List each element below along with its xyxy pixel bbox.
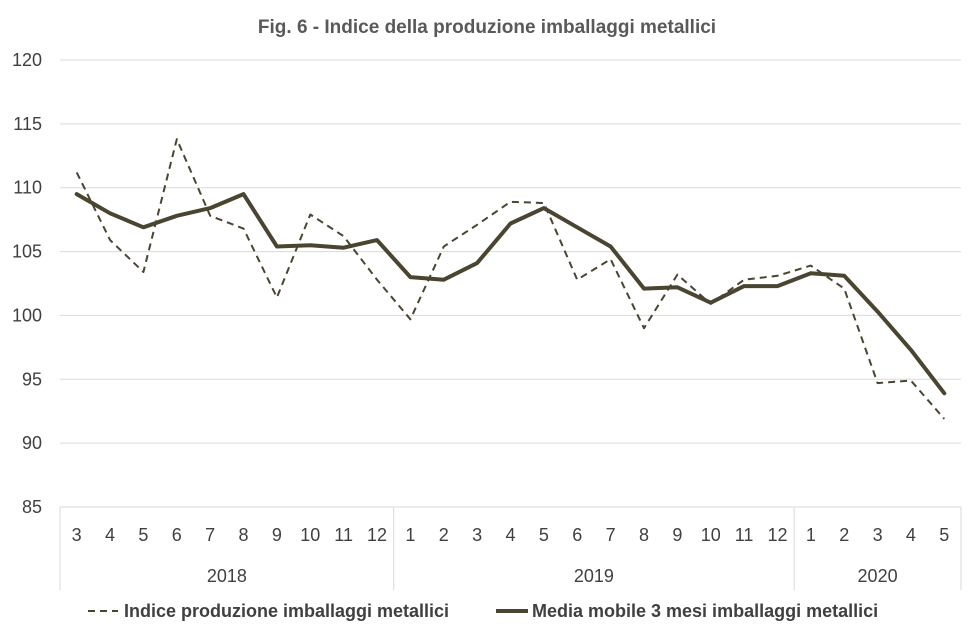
x-tick-label: 7: [606, 525, 616, 545]
x-tick-label: 8: [239, 525, 249, 545]
x-tick-label: 9: [272, 525, 282, 545]
x-tick-label: 6: [572, 525, 582, 545]
x-tick-label: 4: [505, 525, 515, 545]
y-tick-label: 120: [12, 50, 42, 70]
x-tick-label: 5: [939, 525, 949, 545]
x-tick-label: 6: [172, 525, 182, 545]
series-line-2: [74, 192, 947, 396]
x-group-label: 2020: [858, 566, 898, 586]
series-line-1: [75, 138, 946, 420]
x-tick-label: 3: [72, 525, 82, 545]
x-tick-label: 1: [806, 525, 816, 545]
x-tick-label: 10: [300, 525, 320, 545]
legend-label-2: Media mobile 3 mesi imballaggi metallici: [532, 601, 878, 621]
x-tick-label: 11: [334, 525, 353, 545]
gridlines: [60, 59, 961, 508]
x-tick-label: 5: [138, 525, 148, 545]
x-tick-label: 12: [367, 525, 387, 545]
x-tick-label: 12: [767, 525, 787, 545]
x-group-label: 2019: [574, 566, 614, 586]
legend: Indice produzione imballaggi metallici Me…: [88, 601, 878, 621]
y-tick-label: 115: [13, 114, 42, 134]
chart-title: Fig. 6 - Indice della produzione imballa…: [258, 17, 716, 38]
x-tick-label: 11: [735, 525, 754, 545]
y-tick-label: 85: [22, 497, 42, 517]
x-tick-label: 4: [105, 525, 115, 545]
x-tick-label: 10: [701, 525, 721, 545]
y-tick-label: 110: [13, 178, 42, 198]
y-axis: 85 90 95 100 105 110 115 120: [12, 50, 42, 517]
legend-label-1: Indice produzione imballaggi metallici: [124, 601, 449, 621]
x-tick-label: 2: [839, 525, 849, 545]
x-tick-label: 4: [906, 525, 916, 545]
y-tick-label: 100: [12, 305, 42, 325]
y-tick-label: 105: [12, 242, 42, 262]
x-group-label: 2018: [207, 566, 247, 586]
x-tick-label: 8: [639, 525, 649, 545]
x-tick-label: 1: [405, 525, 415, 545]
x-tick-label: 2: [439, 525, 449, 545]
x-tick-label: 3: [873, 525, 883, 545]
series-layer: [74, 138, 947, 420]
x-tick-label: 7: [205, 525, 215, 545]
y-tick-label: 90: [22, 433, 42, 453]
y-tick-label: 95: [22, 369, 42, 389]
x-tick-label: 3: [472, 525, 482, 545]
x-tick-label: 9: [672, 525, 682, 545]
x-tick-label: 5: [539, 525, 549, 545]
